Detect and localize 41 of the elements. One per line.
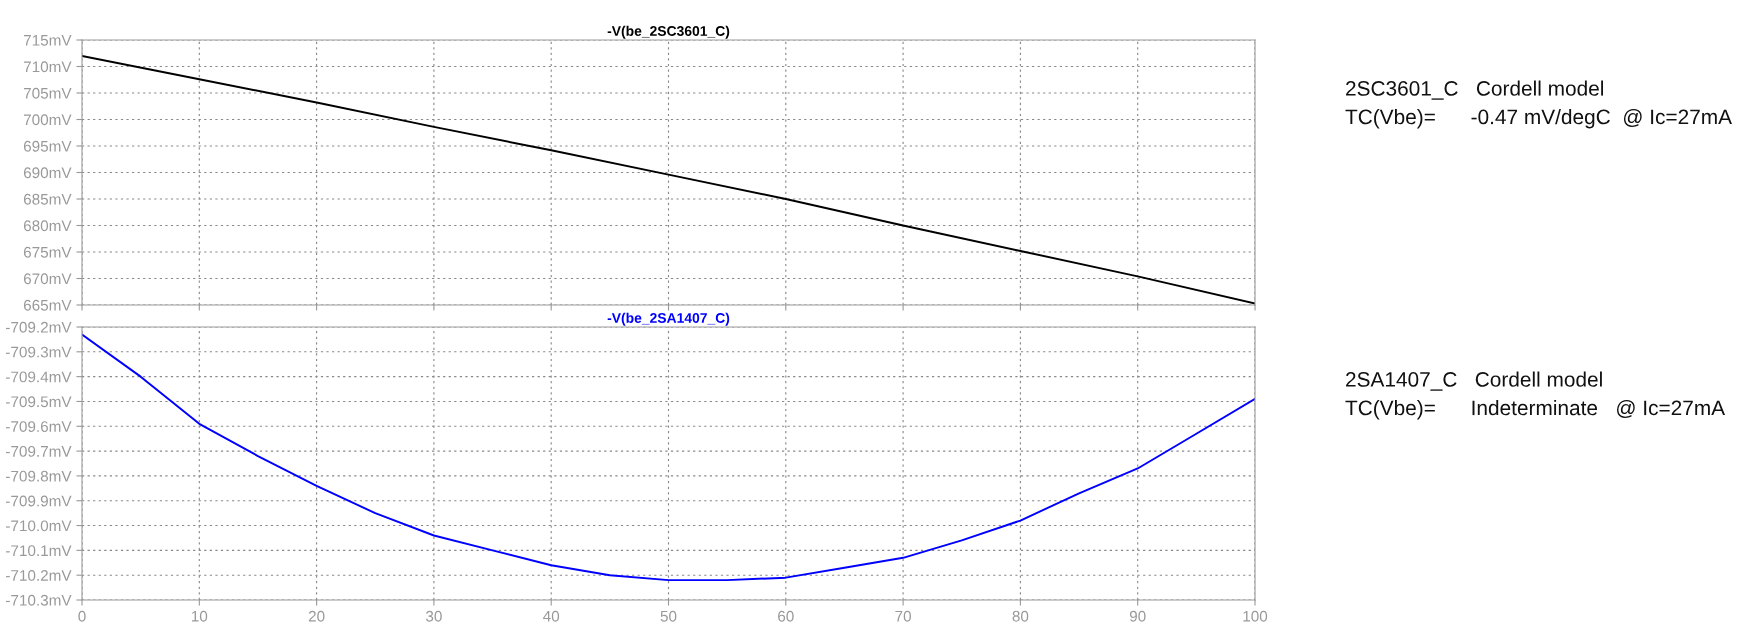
text: 2SC3601_C Cordell model	[1346, 80, 1604, 100]
y-tick-label: -709.3mV	[6, 346, 72, 358]
x-tick-label: 0	[78, 610, 86, 622]
y-tick-label: 675mV	[23, 246, 72, 258]
y-tick-label: 715mV	[23, 35, 72, 46]
text: -V(be_2SA1407_C)	[607, 312, 730, 326]
x-tick-label: 90	[1129, 610, 1146, 622]
y-tick-label: -709.5mV	[6, 396, 72, 408]
y-tick-label: -709.9mV	[6, 495, 72, 507]
y-tick-label: 685mV	[23, 193, 72, 205]
x-tick-label: 40	[543, 610, 560, 622]
text: 2SA1407_C Cordell model	[1346, 371, 1602, 391]
y-tick-label: -710.0mV	[6, 520, 72, 532]
x-tick-label: 60	[778, 610, 794, 622]
x-tick-label: 20	[308, 610, 325, 622]
y-tick-label: 700mV	[23, 114, 72, 126]
y-tick-label: -709.4mV	[6, 371, 72, 383]
y-tick-label: -709.6mV	[6, 421, 72, 432]
y-tick-label: 665mV	[23, 299, 72, 311]
y-tick-label: 705mV	[23, 87, 72, 99]
y-tick-label: 695mV	[23, 140, 72, 152]
text: -V(be_2SC3601_C)	[607, 25, 730, 39]
y-tick-label: -710.3mV	[6, 594, 72, 606]
y-tick-label: -709.7mV	[6, 445, 72, 457]
y-tick-label: -709.8mV	[6, 470, 72, 482]
x-tick-label: 10	[191, 610, 208, 622]
x-tick-label: 100	[1243, 610, 1268, 622]
text: TC(Vbe)= -0.47 mV/degC @ Ic=27mA	[1345, 108, 1732, 129]
line-series	[82, 333, 1255, 582]
x-tick-label: 70	[895, 610, 911, 622]
y-tick-label: 690mV	[23, 167, 72, 179]
y-tick-label: -709.2mV	[6, 321, 72, 333]
text: TC(Vbe)= Indeterminate @ Ic=27mA	[1345, 399, 1726, 420]
y-tick-label: 680mV	[23, 220, 72, 232]
x-tick-label: 50	[660, 610, 677, 622]
y-tick-label: 670mV	[23, 273, 72, 285]
y-tick-label: -710.2mV	[6, 570, 72, 581]
x-tick-label: 80	[1012, 610, 1029, 622]
y-tick-label: 710mV	[23, 61, 72, 73]
y-tick-label: -710.1mV	[6, 545, 72, 557]
x-tick-label: 30	[425, 610, 442, 622]
